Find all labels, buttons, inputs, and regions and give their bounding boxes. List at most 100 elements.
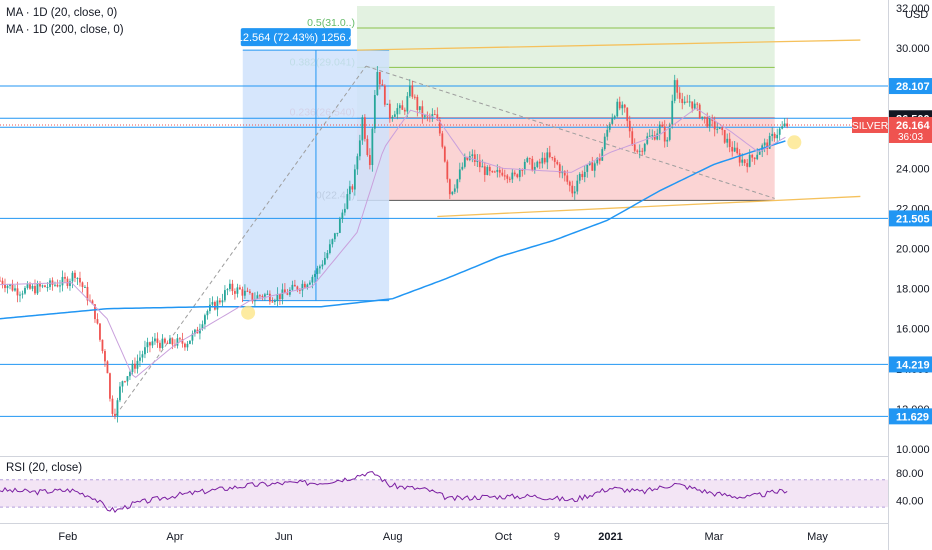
candle-body bbox=[596, 157, 599, 164]
candle-body bbox=[776, 134, 779, 139]
candle-body bbox=[306, 284, 309, 288]
currency-label: USD bbox=[905, 9, 928, 21]
measure-label: 12.564 (72.43%) 1256.4 bbox=[237, 32, 355, 44]
y-tick-label: 24.000 bbox=[896, 163, 930, 175]
candle-body bbox=[743, 159, 746, 164]
ma20-line bbox=[0, 107, 786, 379]
candle-body bbox=[536, 161, 539, 167]
ma20-indicator-label[interactable]: MA · 1D (20, close, 0) bbox=[6, 7, 118, 19]
candle-body bbox=[321, 264, 324, 267]
ma200-indicator-label[interactable]: MA · 1D (200, close, 0) bbox=[6, 24, 124, 36]
candle-body bbox=[626, 107, 629, 121]
candle-body bbox=[691, 101, 694, 109]
candle-body bbox=[263, 294, 266, 297]
candle-body bbox=[326, 252, 329, 259]
candle-body bbox=[781, 126, 784, 129]
candle-body bbox=[611, 117, 614, 124]
candle-body bbox=[696, 103, 699, 105]
price-tag-11629: 11.629 bbox=[896, 411, 929, 423]
candle-body bbox=[271, 301, 274, 303]
candle-body bbox=[441, 133, 444, 147]
candle-body bbox=[506, 175, 509, 179]
candle-body bbox=[491, 171, 494, 173]
candle-body bbox=[601, 149, 604, 161]
candle-body bbox=[26, 284, 29, 288]
countdown-label: 36:03 bbox=[898, 132, 923, 143]
candle-body bbox=[716, 128, 719, 130]
candle-body bbox=[418, 106, 421, 110]
candle-body bbox=[368, 155, 371, 166]
candle-body bbox=[578, 173, 581, 181]
candle-body bbox=[161, 338, 164, 349]
candle-body bbox=[521, 169, 524, 171]
candle-body bbox=[139, 357, 141, 361]
x-tick-label: Apr bbox=[166, 531, 183, 543]
rsi-indicator-label[interactable]: RSI (20, close) bbox=[6, 462, 83, 474]
candle-body bbox=[111, 398, 114, 414]
highlight-marker bbox=[241, 305, 256, 320]
candle-body bbox=[413, 96, 416, 98]
candle-body bbox=[303, 283, 306, 288]
candle-body bbox=[651, 135, 654, 137]
candle-body bbox=[11, 284, 14, 291]
candle-body bbox=[181, 339, 184, 344]
candle-body bbox=[199, 328, 201, 334]
candle-body bbox=[401, 105, 404, 110]
candle-body bbox=[773, 133, 776, 139]
candle-body bbox=[179, 338, 181, 340]
price-tag-14219: 14.219 bbox=[896, 359, 930, 371]
candle-body bbox=[338, 219, 341, 233]
candle-body bbox=[101, 339, 104, 352]
price-tag-21505: 21.505 bbox=[896, 213, 930, 225]
candle-body bbox=[316, 268, 319, 275]
candle-body bbox=[548, 152, 551, 158]
candle-body bbox=[116, 400, 119, 416]
fib-zone-lower bbox=[357, 117, 775, 201]
candle-body bbox=[333, 233, 336, 240]
candle-body bbox=[706, 117, 709, 127]
candle-body bbox=[518, 169, 521, 178]
candle-body bbox=[288, 289, 291, 295]
candle-body bbox=[503, 175, 506, 177]
candle-body bbox=[736, 147, 739, 154]
candle-body bbox=[308, 282, 311, 285]
candle-body bbox=[646, 136, 649, 144]
candle-body bbox=[214, 302, 216, 310]
candle-body bbox=[678, 92, 681, 99]
candle-body bbox=[206, 311, 209, 316]
candle-body bbox=[558, 164, 561, 174]
fib-zone-upper bbox=[357, 5, 775, 118]
candle-body bbox=[756, 154, 759, 160]
candle-body bbox=[231, 283, 234, 292]
candle-body bbox=[753, 157, 756, 160]
candle-body bbox=[151, 341, 154, 346]
candle-body bbox=[603, 136, 606, 150]
candle-body bbox=[79, 277, 81, 283]
candle-body bbox=[483, 166, 486, 175]
candle-body bbox=[219, 300, 221, 303]
candle-body bbox=[71, 272, 74, 282]
candle-body bbox=[721, 127, 724, 130]
candle-body bbox=[528, 158, 531, 160]
candle-body bbox=[388, 103, 391, 119]
candle-body bbox=[568, 181, 571, 186]
fib-level-label: 0.5(31.0..) bbox=[307, 17, 355, 29]
candle-body bbox=[466, 157, 469, 160]
candle-body bbox=[331, 239, 334, 245]
candle-body bbox=[96, 319, 99, 324]
candle-body bbox=[436, 114, 439, 121]
candle-body bbox=[478, 160, 481, 168]
candle-body bbox=[268, 293, 271, 302]
candle-body bbox=[406, 96, 409, 112]
candle-body bbox=[526, 158, 529, 162]
candle-body bbox=[423, 115, 426, 117]
candle-body bbox=[681, 98, 684, 104]
candle-body bbox=[166, 342, 169, 344]
x-tick-label: Oct bbox=[495, 531, 512, 543]
candle-body bbox=[16, 288, 19, 296]
candle-body bbox=[64, 276, 66, 279]
candle-body bbox=[191, 333, 194, 341]
x-tick-label: May bbox=[807, 531, 828, 543]
candle-body bbox=[348, 186, 351, 195]
